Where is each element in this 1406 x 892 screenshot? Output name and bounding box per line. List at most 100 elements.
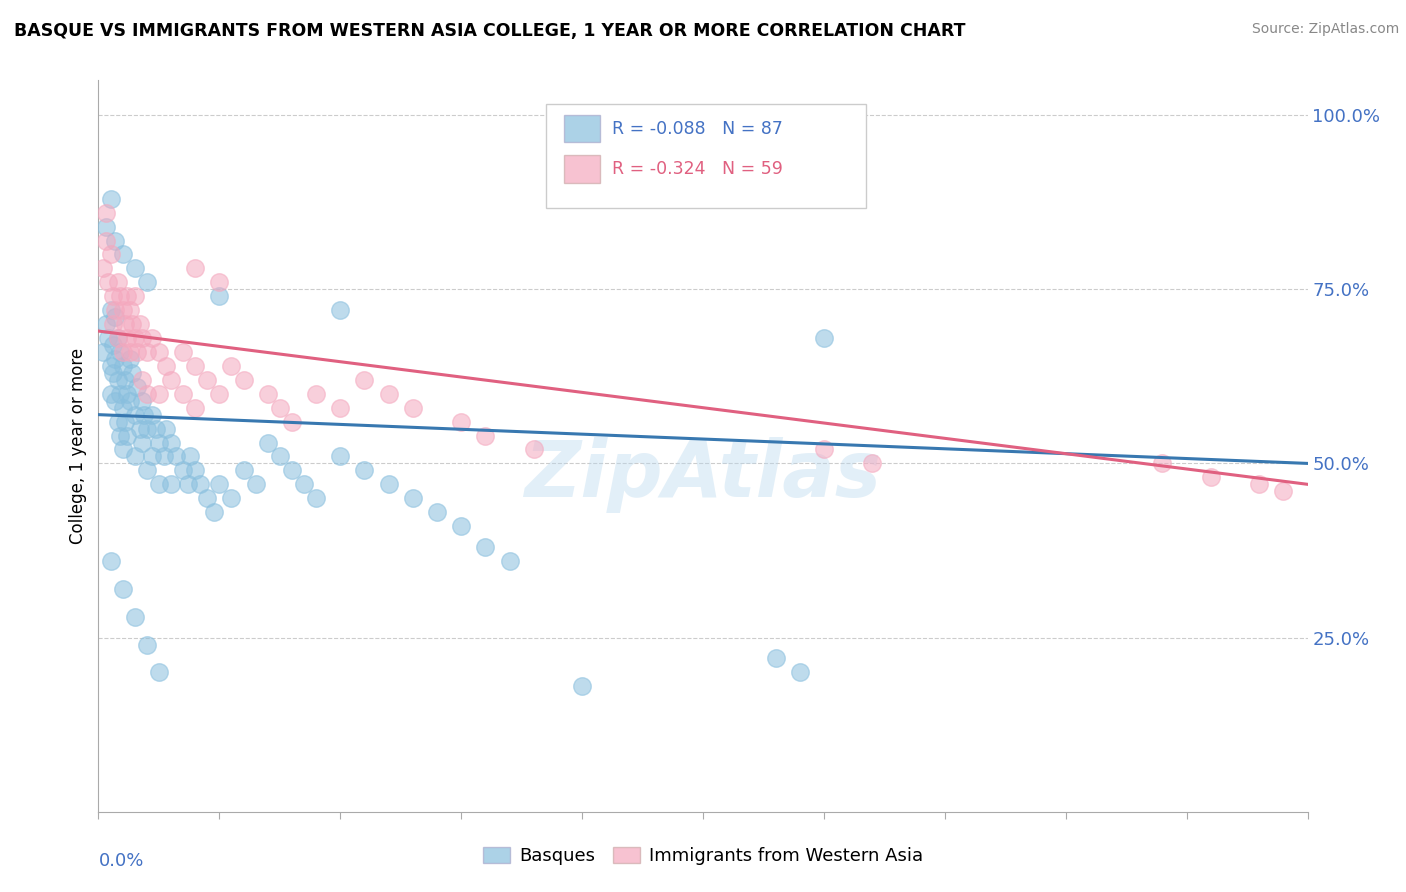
Point (135, 421, 157, 435)
Legend: Basques, Immigrants from Western Asia: Basques, Immigrants from Western Asia (475, 839, 931, 872)
Point (111, 442, 134, 457)
Point (117, 331, 139, 345)
Y-axis label: College, 1 year or more: College, 1 year or more (69, 348, 87, 544)
Point (134, 408, 156, 422)
Point (124, 261, 146, 276)
Point (100, 192, 122, 206)
Point (97, 275, 120, 289)
Point (474, 540, 496, 554)
Point (179, 450, 201, 464)
Text: R = -0.088   N = 87: R = -0.088 N = 87 (613, 120, 783, 137)
Point (94, 219, 117, 234)
Point (107, 331, 129, 345)
Point (107, 331, 129, 345)
Point (256, 386, 278, 401)
Point (111, 247, 134, 261)
Point (474, 428, 496, 442)
Point (1152, 457, 1174, 471)
Point (184, 401, 207, 415)
Point (155, 359, 177, 373)
Point (813, 331, 835, 345)
Point (124, 609, 146, 624)
Text: ZipAtlas: ZipAtlas (524, 437, 882, 513)
Point (1199, 470, 1222, 484)
Point (121, 317, 143, 331)
Point (127, 345, 149, 359)
Point (127, 380, 149, 394)
Point (172, 345, 194, 359)
Point (789, 665, 811, 680)
Point (121, 366, 143, 380)
Point (402, 491, 425, 506)
Point (111, 303, 134, 318)
Point (208, 275, 231, 289)
FancyBboxPatch shape (546, 103, 866, 209)
Point (571, 679, 593, 693)
Point (152, 450, 174, 464)
Point (97, 331, 120, 345)
Point (100, 554, 122, 568)
Point (100, 386, 122, 401)
Point (148, 345, 170, 359)
Point (860, 457, 883, 471)
Point (100, 303, 122, 318)
Point (118, 303, 141, 318)
Point (114, 373, 136, 387)
Point (172, 463, 194, 477)
Point (141, 408, 163, 422)
Point (145, 421, 167, 435)
Point (104, 234, 127, 248)
Point (117, 386, 139, 401)
Point (101, 338, 124, 352)
Point (131, 435, 153, 450)
FancyBboxPatch shape (564, 155, 600, 183)
Point (160, 435, 183, 450)
Point (208, 386, 231, 401)
Point (107, 275, 129, 289)
Point (221, 491, 243, 506)
Point (329, 401, 352, 415)
Point (108, 345, 131, 359)
Point (177, 477, 200, 491)
Point (160, 373, 183, 387)
Point (128, 421, 150, 435)
Point (104, 393, 127, 408)
Point (1249, 477, 1271, 491)
Point (117, 428, 139, 442)
Point (148, 435, 170, 450)
Point (402, 401, 425, 415)
Point (813, 442, 835, 457)
Point (101, 317, 124, 331)
Point (107, 415, 129, 429)
Point (353, 463, 375, 477)
Point (100, 359, 122, 373)
Point (292, 477, 315, 491)
Point (108, 428, 131, 442)
Point (188, 477, 211, 491)
Point (269, 450, 291, 464)
Point (131, 331, 153, 345)
Point (148, 477, 170, 491)
Point (765, 651, 787, 665)
Point (281, 415, 304, 429)
Point (104, 351, 127, 366)
Point (135, 463, 157, 477)
Point (523, 442, 546, 457)
Point (104, 310, 127, 325)
Point (135, 386, 157, 401)
Point (269, 401, 291, 415)
Point (104, 303, 127, 318)
Point (101, 366, 124, 380)
Point (1272, 484, 1295, 499)
Point (256, 435, 278, 450)
Point (131, 393, 153, 408)
Point (232, 373, 254, 387)
Point (124, 408, 146, 422)
Point (184, 359, 207, 373)
Point (172, 386, 194, 401)
Point (94, 205, 117, 219)
Point (329, 450, 352, 464)
Text: BASQUE VS IMMIGRANTS FROM WESTERN ASIA COLLEGE, 1 YEAR OR MORE CORRELATION CHART: BASQUE VS IMMIGRANTS FROM WESTERN ASIA C… (14, 22, 966, 40)
Point (155, 421, 177, 435)
Point (111, 359, 134, 373)
